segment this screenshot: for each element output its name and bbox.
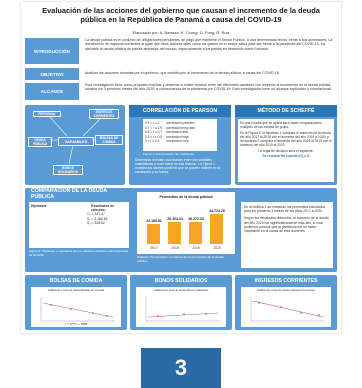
bar-2020 <box>210 214 223 244</box>
scheffe-header: MÉTODO DE SCHEFFÉ <box>235 105 337 117</box>
meaning-0: correlación perfecta <box>166 121 195 125</box>
ingresos-chart: Gráfica de Línea de Ajuste Ingresos Corr… <box>241 287 331 327</box>
alcance-text: Esta investigación tiene como propósito … <box>85 83 332 92</box>
comparison-caption: Figura 2: Hipótesis y resultados de los … <box>29 249 129 257</box>
pearson-text: Determinar si existe una relación entre … <box>135 158 221 174</box>
bar-2017 <box>147 224 160 244</box>
variable-deuda-publica: DEUDA PÚBLICA <box>28 137 52 147</box>
range-2: 0.5 < r ≤ 0.7 <box>145 130 163 135</box>
range-3: 0.3 < r ≤ 0.5 <box>145 134 163 139</box>
page-number-badge: 3 <box>141 348 221 388</box>
meaning-2: correlación alta <box>166 130 188 135</box>
comparison-panel: COMPARACIÓN DE LA DEUDA PÚBLICA Hipótesi… <box>25 188 337 272</box>
range-1: 0.7 < r ≤ 0.9 <box>145 125 163 130</box>
intro-label: INTRODUCCIÓN <box>25 38 79 64</box>
hypotheses-title: Hipótesis: <box>31 204 48 208</box>
intro-row: INTRODUCCIÓN La deuda pública es el conj… <box>25 38 337 64</box>
range-0: 0.9 < r ≤ 1 <box>145 121 160 125</box>
chart-caption: Gráfica1: Presentación en barras de los … <box>137 255 224 263</box>
ingresos-panel: INGRESOS CORRIENTES Gráfica de Línea de … <box>235 275 337 330</box>
objetivo-label: OBJETIVO <box>25 68 79 80</box>
alcance-label: ALCANCE <box>25 83 79 100</box>
chart-title: Promedios de la deuda pública <box>159 195 213 199</box>
bonos-caption: Gráfica de Línea de Ajuste Bonos Solidar… <box>153 288 209 292</box>
comparison-text-1: En la Gráfica 1 se muestran los promedio… <box>244 205 326 214</box>
results-title: Resultados de cálculos: <box>91 204 115 213</box>
variable-bonos-solidarios: BONOS SOLIDARIOS <box>53 165 83 175</box>
intro-text: La deuda pública es el conjunto de oblig… <box>85 38 333 51</box>
meaning-4: correlación nula <box>166 139 189 144</box>
bolsas-caption: Gráfica de Línea de Ajuste Bolsas de Com… <box>47 288 105 292</box>
x-tick-label: 2018 <box>171 246 179 250</box>
pearson-ranges: 0.9 < r ≤ 1 0.7 < r ≤ 0.9 0.5 < r ≤ 0.7 … <box>145 121 162 144</box>
bolsas-equation: y = 1274 x + 5988 <box>64 322 88 326</box>
bolsas-panel: BOLSAS DE COMIDA Gráfica de Línea de Aju… <box>25 275 127 330</box>
research-poster: Evaluación de las acciones del gobierno … <box>21 2 341 333</box>
bonos-header: BONOS SOLIDARIOS <box>154 278 208 284</box>
scheffe-text-1: Es una prueba que se aplica para hacer c… <box>240 121 322 129</box>
bar-2019 <box>189 221 202 244</box>
meaning-1: correlación muy alta <box>166 125 195 130</box>
range-4: 0 < r ≤ 0.3 <box>145 139 160 144</box>
poster-title: Evaluación de las acciones del gobierno … <box>42 6 320 24</box>
variables-panel: PERSONAL INGRESOS CORRIENTES DEUDA PÚBLI… <box>25 105 125 185</box>
bonos-fit-plot <box>145 297 220 322</box>
ingresos-caption: Gráfica de Línea de Ajuste Ingresos Corr… <box>256 288 316 292</box>
scheffe-text-3: La regla de decisión será el siguiente: <box>258 149 314 153</box>
bar-value-label: 34,723.29 <box>209 209 225 214</box>
x-tick-label: 2019 <box>192 246 200 250</box>
scheffe-panel: MÉTODO DE SCHEFFÉ Es una prueba que se a… <box>235 105 337 185</box>
objetivo-text: Analizar las acciones tomadas por el gob… <box>85 71 280 75</box>
bar-value-label: 26,304.04 <box>167 216 183 221</box>
pearson-panel: CORRELACIÓN DE PEARSON 0.9 < r ≤ 1 0.7 <… <box>129 105 231 185</box>
meaning-3: correlación baja <box>166 134 189 139</box>
scheffe-rule: Se rechaza Ho cuando |Cᵢ| ≥ Sᵢ <box>262 154 310 158</box>
bar-value-label: 26,272.33 <box>188 216 204 221</box>
comparison-text-2: Según los resultados obtenidos, el aumen… <box>244 216 329 234</box>
poster-authors: Elaborado por: A. Barraza, K. Chung, G. … <box>132 30 230 35</box>
pearson-meanings: correlación perfecta correlación muy alt… <box>166 121 195 144</box>
bar-2018 <box>168 221 181 244</box>
variables-center: VARIABLES <box>58 137 94 146</box>
variable-ingresos-corrientes: INGRESOS CORRIENTES <box>89 109 119 119</box>
x-tick-label: 2017 <box>150 246 158 250</box>
pearson-table: 0.9 < r ≤ 1 0.7 < r ≤ 0.9 0.5 < r ≤ 0.7 … <box>143 119 217 151</box>
comparison-header: COMPARACIÓN DE LA DEUDA PÚBLICA <box>31 188 107 200</box>
variable-personal: PERSONAL <box>33 111 61 117</box>
result-c1: C₁ = 347.47 <box>87 212 105 217</box>
ingresos-fit-plot <box>250 297 325 322</box>
result-s1: S₁ = 2,186.82 <box>87 216 108 221</box>
variables-connectors <box>49 116 101 165</box>
scheffe-body: Es una prueba que se aplica para hacer c… <box>238 119 334 182</box>
x-tick-label: 2020 <box>213 246 221 250</box>
bonos-panel: BONOS SOLIDARIOS Gráfica de Línea de Aju… <box>130 275 232 330</box>
result-s2: S₂ = 528.62 <box>87 220 105 225</box>
hypotheses-box: Hipótesis: Resultados de cálculos: C₁ = … <box>29 202 129 248</box>
objetivo-row: OBJETIVO Analizar las acciones tomadas p… <box>25 68 337 80</box>
pearson-caption: Figura 1: Interpretación del coeficiente <box>143 152 195 156</box>
comparison-text-box: En la Gráfica 1 se muestran los promedio… <box>241 202 333 268</box>
bolsas-fit-plot <box>40 297 115 322</box>
bonos-chart: Gráfica de Línea de Ajuste Bonos Solidar… <box>136 287 226 327</box>
bolsas-chart: Gráfica de Línea de Ajuste Bolsas de Com… <box>31 287 121 327</box>
bolsas-header: BOLSAS DE COMIDA <box>49 278 103 284</box>
alcance-row: ALCANCE Esta investigación tiene como pr… <box>25 83 337 100</box>
ingresos-header: INGRESOS CORRIENTES <box>254 278 318 284</box>
pearson-header: CORRELACIÓN DE PEARSON <box>129 105 231 117</box>
scheffe-text-2: En la Figura 2, la hipótesis 1 compara e… <box>240 131 332 147</box>
variable-bolsas-comida: BOLSAS DE COMIDA <box>95 135 123 145</box>
bar-chart: Promedios de la deuda pública 23,168.81 2… <box>137 192 235 254</box>
bar-value-label: 23,168.81 <box>146 219 162 224</box>
